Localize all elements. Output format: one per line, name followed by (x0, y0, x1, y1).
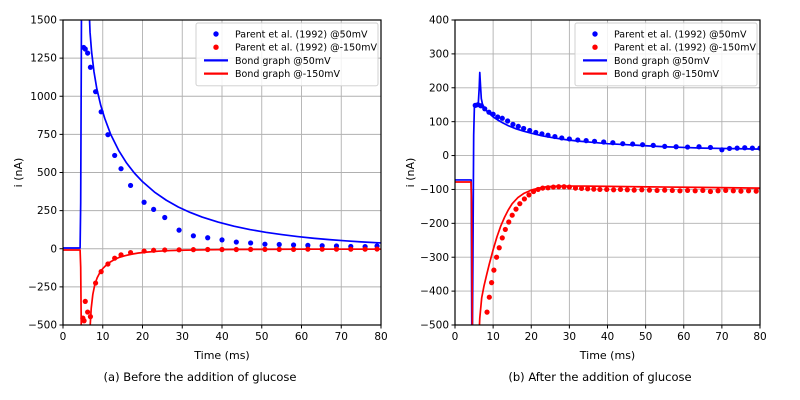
panel-b: 0 10 20 30 40 50 60 70 80 −500 −400 −300 −200 −100 0 10… (400, 0, 800, 400)
x-tick-label: 70 (335, 331, 348, 343)
legend-marker-dot (592, 31, 598, 37)
y-tick-label: −300 (420, 252, 449, 264)
x-tick-label: 30 (563, 331, 576, 343)
series-line (455, 71, 760, 325)
legend-marker-dot (213, 44, 219, 50)
chart-b[interactable]: 0 10 20 30 40 50 60 70 80 −500 −400 −300 −200 −100 0 10… (400, 0, 800, 400)
x-tick-label: 20 (525, 331, 538, 343)
legend-label: Parent et al. (1992) @-150mV (235, 43, 377, 54)
legend-label: Bond graph @-150mV (235, 69, 341, 80)
legend-marker-dot (213, 31, 219, 37)
legend-label: Parent et al. (1992) @50mV (614, 29, 747, 40)
data-layer (63, 20, 381, 325)
series-markers (80, 246, 380, 324)
y-tick-label: −500 (28, 320, 57, 332)
series-markers (81, 44, 380, 250)
legend: Parent et al. (1992) @50mV Parent et al. … (574, 22, 758, 87)
y-tick-label: 500 (37, 167, 57, 179)
x-tick-label: 40 (215, 331, 228, 343)
legend: Parent et al. (1992) @50mV Parent et al. … (195, 22, 379, 87)
x-tick-label: 80 (753, 331, 766, 343)
series-line (455, 181, 760, 325)
series-markers (484, 184, 759, 315)
x-tick-label: 50 (639, 331, 652, 343)
x-axis-label: Time (ms) (193, 349, 249, 362)
legend-label: Bond graph @-150mV (614, 69, 720, 80)
y-tick-label: 0 (442, 150, 449, 162)
x-tick-label: 60 (295, 331, 308, 343)
y-tick-label: −100 (420, 184, 449, 196)
y-tick-label: −250 (28, 281, 57, 293)
series-markers (472, 102, 760, 153)
legend-box (195, 22, 379, 87)
x-tick-label: 10 (96, 331, 109, 343)
legend-label: Parent et al. (1992) @50mV (235, 29, 368, 40)
legend-label: Parent et al. (1992) @-150mV (614, 43, 756, 54)
x-tick-label: 70 (715, 331, 728, 343)
caption-a: (a) Before the addition of glucose (103, 370, 297, 384)
x-tick-label: 60 (677, 331, 690, 343)
y-tick-label: 1000 (30, 91, 57, 103)
series-line (63, 20, 381, 249)
y-axis-ticks: −500 −400 −300 −200 −100 0 100 200 300 400 (420, 15, 455, 332)
caption-b: (b) After the addition of glucose (508, 370, 692, 384)
x-tick-label: 30 (176, 331, 189, 343)
x-tick-label: 50 (255, 331, 268, 343)
y-tick-label: 200 (429, 82, 449, 94)
x-tick-label: 0 (452, 331, 459, 343)
x-tick-label: 40 (601, 331, 614, 343)
panel-a: 0 10 20 30 40 50 60 70 80 −500 −250 0 250 500 750 1000 1… (0, 0, 400, 400)
y-tick-label: 100 (429, 116, 449, 128)
y-tick-label: −500 (420, 320, 449, 332)
legend-label: Bond graph @50mV (614, 56, 710, 67)
x-axis-ticks: 0 10 20 30 40 50 60 70 80 (452, 325, 767, 343)
y-tick-label: 1250 (30, 53, 57, 65)
legend-label: Bond graph @50mV (235, 56, 331, 67)
y-tick-label: 300 (429, 48, 449, 60)
y-axis-label: i (nA) (12, 158, 25, 188)
x-tick-label: 80 (374, 331, 387, 343)
legend-marker-dot (592, 44, 598, 50)
x-axis-ticks: 0 10 20 30 40 50 60 70 80 (60, 325, 388, 343)
x-tick-label: 20 (136, 331, 149, 343)
y-tick-label: 0 (50, 243, 57, 255)
y-axis-ticks: −500 −250 0 250 500 750 1000 1250 1500 (28, 15, 63, 332)
data-layer (455, 71, 760, 325)
legend-box (574, 22, 758, 87)
x-tick-label: 0 (60, 331, 67, 343)
y-tick-label: −400 (420, 286, 449, 298)
y-tick-label: 1500 (30, 15, 57, 27)
y-axis-label: i (nA) (404, 158, 417, 188)
y-tick-label: 750 (37, 129, 57, 141)
chart-a[interactable]: 0 10 20 30 40 50 60 70 80 −500 −250 0 250 500 750 1000 1… (0, 0, 400, 400)
y-tick-label: −200 (420, 218, 449, 230)
x-tick-label: 10 (486, 331, 499, 343)
y-tick-label: 250 (37, 205, 57, 217)
x-axis-label: Time (ms) (579, 349, 635, 362)
y-tick-label: 400 (429, 15, 449, 27)
